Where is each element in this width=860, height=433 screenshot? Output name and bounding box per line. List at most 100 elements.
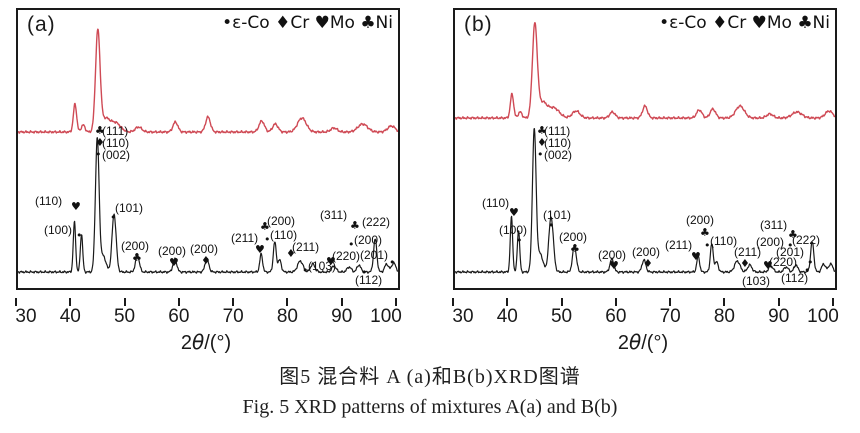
x-axis-tick-label: 90 bbox=[768, 306, 790, 327]
phase-symbol-icon: ♦ bbox=[740, 257, 750, 270]
xrd-curve-pattern-red bbox=[18, 28, 398, 134]
peak-hkl-label: (110) bbox=[710, 234, 738, 248]
phase-symbol-icon: ♥ bbox=[691, 250, 701, 263]
x-axis-tick-label: 30 bbox=[15, 306, 37, 327]
phase-symbol-icon: ♦ bbox=[201, 254, 211, 267]
peak-hkl-label: (110) bbox=[270, 228, 298, 242]
peak-hkl-label: (211) bbox=[292, 240, 320, 254]
phase-symbol-icon: ♣ bbox=[537, 124, 547, 137]
panel-b-curves-svg bbox=[455, 22, 835, 274]
peak-hkl-label: (201) bbox=[776, 245, 805, 259]
peak-hkl-label: (111) bbox=[544, 124, 571, 138]
x-axis-tick bbox=[395, 298, 397, 306]
panel-a-letter: (a) bbox=[27, 13, 56, 36]
peak-hkl-label: (311) bbox=[320, 208, 348, 222]
phase-symbol-icon: • bbox=[95, 148, 102, 161]
panel-b-x-axis: 30 40 50 60 70 80 90 100 bbox=[452, 298, 839, 332]
x-axis-tick-label: 100 bbox=[370, 306, 402, 327]
peak-hkl-label: (222) bbox=[362, 215, 391, 229]
phase-symbol-icon: ♣ bbox=[95, 124, 105, 137]
xrd-panel-a: (a) •ε-Co ♦Cr ♥Mo ♣Ni (110) ♥ (100) • ♣ (111)… bbox=[15, 8, 402, 354]
phase-symbol-icon: ♣ bbox=[350, 219, 360, 232]
phase-symbol-icon: ♥ bbox=[169, 256, 179, 269]
phase-symbol-icon: • bbox=[548, 219, 555, 232]
phase-symbol-icon: ♣ bbox=[132, 251, 142, 264]
x-axis-tick-label: 60 bbox=[168, 306, 190, 327]
phase-symbol-icon: • bbox=[389, 256, 396, 269]
caption-chinese: 图5 混合料 A (a)和B(b)XRD图谱 bbox=[279, 366, 581, 388]
x-axis-tick-label: 40 bbox=[496, 306, 518, 327]
panel-b-letter: (b) bbox=[464, 13, 493, 36]
x-axis-tick-label: 50 bbox=[113, 306, 136, 327]
x-axis-tick-label: 80 bbox=[713, 306, 735, 327]
xrd-curve-pattern-black bbox=[18, 137, 398, 274]
phase-symbol-icon: ♦ bbox=[537, 136, 547, 149]
panel-a-x-axis: 30 40 50 60 70 80 90 100 bbox=[15, 298, 402, 332]
peak-hkl-label: (222) bbox=[792, 233, 821, 247]
x-axis-tick-label: 70 bbox=[222, 306, 244, 327]
phase-symbol-icon: • bbox=[787, 239, 794, 252]
x-axis-tick bbox=[286, 298, 289, 306]
panel-b-x-axis-title: 2θ/(°) bbox=[617, 330, 669, 354]
panel-a-plot-area: (a) •ε-Co ♦Cr ♥Mo ♣Ni (110) ♥ (100) • ♣ (111)… bbox=[16, 8, 400, 290]
x-axis-tick bbox=[69, 298, 72, 306]
peak-hkl-label: (100) bbox=[499, 223, 528, 237]
x-axis-tick bbox=[777, 298, 780, 306]
peak-hkl-label: (110) bbox=[35, 194, 63, 208]
peak-hkl-label: (200) bbox=[354, 233, 383, 247]
peak-hkl-label: (200) bbox=[756, 235, 785, 249]
peak-hkl-label: (110) bbox=[482, 196, 510, 210]
peak-hkl-label: (200) bbox=[121, 239, 150, 253]
x-axis-tick bbox=[832, 298, 834, 306]
phase-symbol-icon: ♣ bbox=[570, 242, 580, 255]
panel-b-plot-area: (b) •ε-Co ♦Cr ♥Mo ♣Ni (110) ♥ (100) • ♣ (111)… bbox=[453, 8, 837, 290]
peak-hkl-label: (002) bbox=[544, 148, 573, 162]
peak-hkl-label: (200) bbox=[686, 213, 715, 227]
peak-hkl-label: (211) bbox=[734, 245, 762, 259]
peak-hkl-label: (211) bbox=[231, 231, 259, 245]
phase-symbol-icon: ♦ bbox=[286, 247, 296, 260]
phase-symbol-icon: ♥ bbox=[609, 259, 619, 272]
peak-hkl-label: (200) bbox=[559, 230, 588, 244]
phase-symbol-icon: ♣ bbox=[788, 228, 798, 241]
panel-a-x-axis-title: 2θ/(°) bbox=[180, 330, 232, 354]
phase-symbol-icon: • bbox=[516, 234, 523, 247]
x-axis-tick bbox=[614, 298, 617, 306]
phase-symbol-icon: ♥ bbox=[255, 243, 265, 256]
peak-hkl-label: (103) bbox=[742, 274, 771, 288]
x-axis-tick bbox=[177, 298, 180, 306]
phase-symbol-icon: • bbox=[264, 233, 271, 246]
panel-a-legend: •ε-Co ♦Cr ♥Mo ♣Ni bbox=[222, 13, 393, 33]
peak-hkl-label: (200) bbox=[190, 242, 219, 256]
peak-hkl-label: (110) bbox=[102, 136, 130, 150]
x-axis-tick-label: 70 bbox=[659, 306, 681, 327]
peak-hkl-label: (111) bbox=[102, 124, 129, 138]
phase-symbol-icon: • bbox=[704, 239, 711, 252]
phase-symbol-icon: ♦ bbox=[95, 136, 105, 149]
phase-symbol-icon: • bbox=[537, 148, 544, 161]
x-axis-tick-label: 100 bbox=[807, 306, 839, 327]
peak-hkl-label: (112) bbox=[355, 273, 383, 287]
peak-hkl-label: (220) bbox=[769, 255, 798, 269]
x-axis-tick-label: 30 bbox=[452, 306, 474, 327]
panel-a-curves-svg bbox=[18, 28, 398, 274]
peak-hkl-label: (101) bbox=[115, 201, 144, 215]
phase-symbol-icon: ♣ bbox=[700, 226, 710, 239]
peak-hkl-label: (101) bbox=[543, 208, 572, 222]
phase-symbol-icon: ♥ bbox=[326, 255, 336, 268]
peak-hkl-label: (110) bbox=[544, 136, 572, 150]
x-axis-tick bbox=[123, 298, 126, 306]
peak-hkl-label: (220) bbox=[332, 249, 361, 263]
xrd-panel-b: (b) •ε-Co ♦Cr ♥Mo ♣Ni (110) ♥ (100) • ♣ (111)… bbox=[452, 8, 839, 354]
peak-hkl-label: (200) bbox=[158, 244, 187, 258]
phase-symbol-icon: • bbox=[348, 238, 355, 251]
peak-hkl-label: (103) bbox=[308, 259, 337, 273]
phase-symbol-icon: ♥ bbox=[509, 206, 519, 219]
xrd-curve-pattern-red bbox=[455, 22, 835, 120]
phase-symbol-icon: • bbox=[807, 256, 814, 269]
phase-symbol-icon: ♦ bbox=[643, 257, 653, 270]
x-axis-tick bbox=[723, 298, 726, 306]
phase-symbol-icon: • bbox=[804, 264, 811, 277]
phase-symbol-icon: • bbox=[302, 264, 309, 277]
x-axis-tick bbox=[669, 298, 672, 306]
